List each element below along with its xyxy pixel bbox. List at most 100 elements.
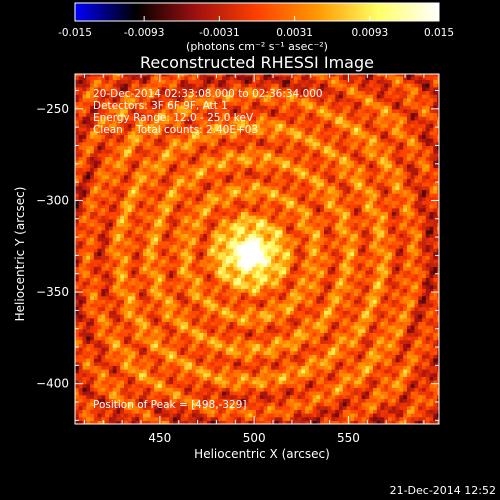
heatmap-cell: [78, 112, 84, 117]
heatmap-cell: [199, 141, 204, 147]
heatmap-cell: [135, 108, 140, 114]
heatmap-cell: [139, 387, 144, 392]
heatmap-cell: [139, 383, 144, 388]
heatmap-cell: [237, 237, 242, 242]
heatmap-cell: [127, 402, 133, 407]
heatmap-cell: [142, 171, 148, 176]
heatmap-cell: [165, 303, 170, 308]
heatmap-cell: [180, 101, 185, 106]
heatmap-cell: [75, 200, 80, 205]
heatmap-cell: [112, 277, 118, 282]
heatmap-cell: [173, 94, 178, 99]
heatmap-cell: [97, 86, 102, 92]
heatmap-cell: [93, 174, 99, 180]
heatmap-cell: [142, 358, 148, 363]
heatmap-cell: [101, 94, 106, 99]
heatmap-cell: [161, 347, 167, 352]
heatmap-cell: [199, 281, 204, 286]
heatmap-cell: [267, 171, 272, 176]
heatmap-cell: [207, 387, 212, 392]
heatmap-cell: [240, 90, 246, 95]
heatmap-cell: [120, 215, 125, 220]
heatmap-cell: [195, 391, 201, 396]
heatmap-cell: [108, 171, 114, 176]
heatmap-cell: [180, 90, 185, 95]
heatmap-cell: [203, 376, 208, 381]
heatmap-cell: [139, 244, 144, 249]
heatmap-cell: [131, 160, 136, 165]
heatmap-cell: [142, 174, 148, 180]
heatmap-cell: [93, 251, 99, 257]
heatmap-cell: [154, 405, 159, 410]
heatmap-cell: [199, 376, 204, 381]
heatmap-cell: [135, 156, 140, 161]
heatmap-cell: [237, 376, 242, 381]
heatmap-cell: [108, 138, 114, 143]
heatmap-cell: [267, 314, 272, 319]
heatmap-cell: [165, 372, 170, 377]
heatmap-cell: [116, 182, 121, 187]
heatmap-cell: [180, 339, 185, 344]
heatmap-cell: [263, 119, 268, 125]
heatmap-cell: [146, 391, 152, 396]
heatmap-cell: [184, 138, 189, 143]
heatmap-cell: [127, 152, 133, 158]
heatmap-cell: [142, 83, 148, 88]
heatmap-cell: [259, 211, 265, 216]
heatmap-cell: [248, 229, 253, 235]
heatmap-cell: [176, 332, 182, 337]
heatmap-cell: [135, 240, 140, 246]
heatmap-cell: [150, 394, 155, 399]
heatmap-cell: [105, 145, 110, 150]
heatmap-cell: [184, 215, 189, 220]
heatmap-cell: [131, 259, 136, 264]
heatmap-cell: [218, 112, 223, 117]
heatmap-cell: [225, 383, 231, 388]
heatmap-cell: [75, 156, 80, 161]
heatmap-cell: [229, 361, 235, 366]
heatmap-cell: [256, 171, 261, 176]
heatmap-cell: [229, 416, 235, 421]
heatmap-cell: [124, 160, 129, 165]
heatmap-cell: [184, 303, 189, 308]
heatmap-cell: [214, 222, 219, 227]
heatmap-cell: [180, 402, 185, 407]
heatmap-cell: [142, 317, 148, 322]
heatmap-cell: [112, 328, 118, 333]
heatmap-cell: [267, 306, 272, 311]
heatmap-cell: [78, 182, 84, 187]
heatmap-cell: [188, 204, 193, 209]
heatmap-cell: [237, 178, 242, 183]
heatmap-cell: [173, 413, 178, 418]
heatmap-cell: [78, 376, 84, 381]
heatmap-cell: [218, 299, 223, 304]
heatmap-cell: [203, 321, 208, 326]
heatmap-cell: [248, 310, 253, 315]
heatmap-cell: [176, 284, 182, 289]
heatmap-cell: [75, 394, 80, 399]
heatmap-cell: [203, 409, 208, 414]
heatmap-cell: [105, 215, 110, 220]
heatmap-cell: [188, 74, 193, 77]
heatmap-cell: [150, 376, 155, 381]
heatmap-cell: [210, 328, 216, 333]
heatmap-cell: [161, 328, 167, 333]
heatmap-cell: [150, 380, 155, 385]
heatmap-cell: [124, 229, 129, 235]
heatmap-cell: [75, 277, 80, 282]
heatmap-cell: [176, 215, 182, 220]
heatmap-cell: [191, 171, 197, 176]
heatmap-cell: [116, 255, 121, 260]
heatmap-cell: [184, 141, 189, 147]
heatmap-cell: [116, 200, 121, 205]
heatmap-cell: [188, 288, 193, 293]
heatmap-cell: [82, 83, 87, 88]
heatmap-cell: [188, 200, 193, 205]
heatmap-cell: [267, 145, 272, 150]
heatmap-cell: [240, 116, 246, 121]
heatmap-cell: [105, 251, 110, 257]
heatmap-cell: [222, 409, 227, 414]
heatmap-cell: [252, 101, 257, 106]
heatmap-cell: [229, 310, 235, 315]
heatmap-cell: [176, 200, 182, 205]
